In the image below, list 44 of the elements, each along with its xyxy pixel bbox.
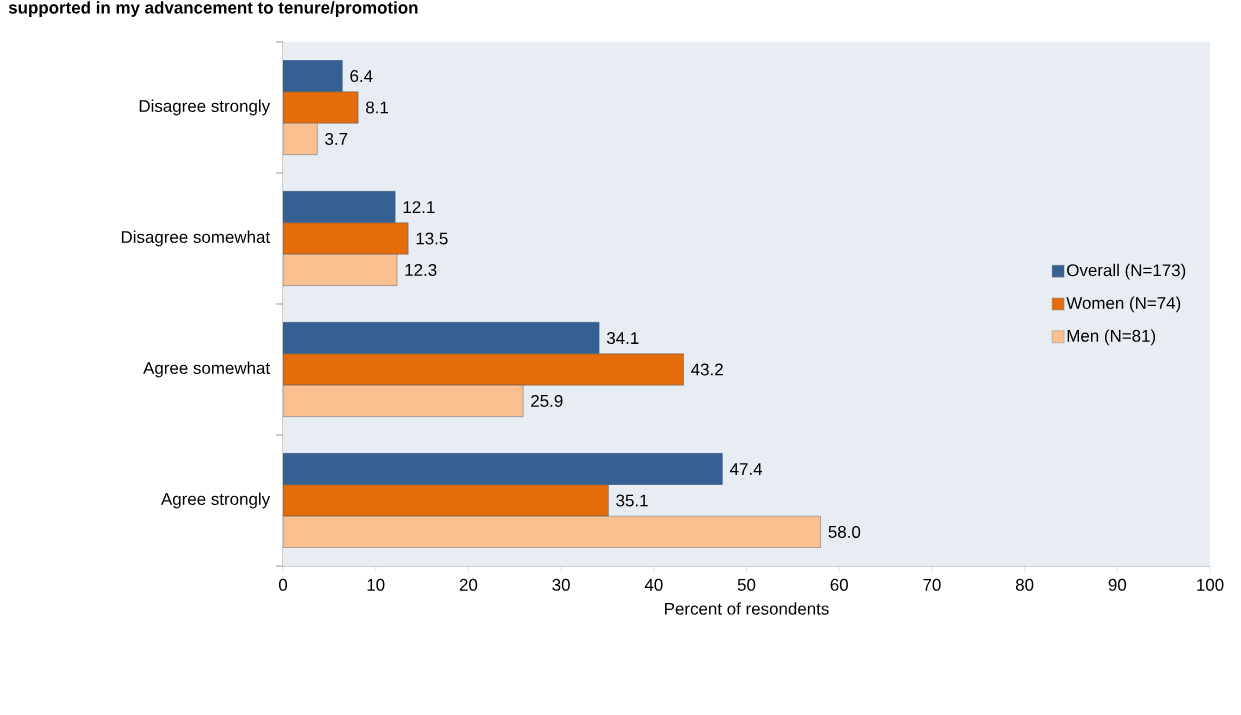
data-label: 3.7 (325, 132, 348, 145)
bar (283, 254, 398, 286)
y-tick-label: Agree strongly (161, 492, 271, 509)
bar (283, 222, 409, 255)
x-tick-label: 50 (737, 578, 756, 591)
bar (283, 385, 524, 417)
x-tick-label: 10 (367, 578, 385, 591)
x-axis-title: Percent of resondents (665, 602, 829, 615)
data-label: 13.5 (416, 232, 448, 245)
x-tick-label: 30 (552, 578, 570, 591)
bar (283, 191, 396, 223)
data-label: 8.1 (366, 101, 389, 114)
data-label: 25.9 (531, 394, 563, 407)
bar (283, 353, 684, 386)
data-label: 6.4 (350, 70, 373, 83)
x-tick-label: 80 (1015, 578, 1034, 591)
data-label: 12.1 (403, 201, 435, 213)
bar (283, 322, 600, 354)
bar (283, 91, 359, 124)
bar (283, 123, 318, 155)
data-label: 43.2 (691, 363, 723, 376)
x-tick-label: 0 (278, 578, 288, 591)
y-tick-label: Disagree somewhat (121, 230, 270, 247)
x-tick-label: 20 (459, 578, 478, 591)
data-label: 35.1 (616, 494, 648, 507)
bar (283, 484, 609, 517)
x-tick-label: 60 (830, 578, 848, 591)
data-label: 47.4 (730, 463, 763, 475)
legend-label: Men (N=81) (1067, 329, 1156, 346)
y-tick-label: Disagree strongly (139, 99, 271, 116)
x-tick-label: 70 (923, 578, 941, 591)
y-tick-label: Agree somewhat (143, 361, 270, 378)
legend-label: Overall (N=173) (1067, 263, 1186, 280)
x-tick-label: 100 (1197, 578, 1224, 591)
data-label: 58.0 (828, 525, 861, 538)
chart-title: supported in my advancement to tenure/promotion (8, 1, 418, 17)
data-label: 12.3 (405, 263, 437, 276)
bar (283, 60, 343, 92)
data-label: 34.1 (606, 332, 639, 345)
bar (283, 516, 821, 548)
legend-label: Women (N=74) (1066, 296, 1181, 313)
x-tick-label: 40 (644, 578, 663, 591)
bar (283, 453, 723, 485)
x-tick-label: 90 (1108, 578, 1127, 591)
